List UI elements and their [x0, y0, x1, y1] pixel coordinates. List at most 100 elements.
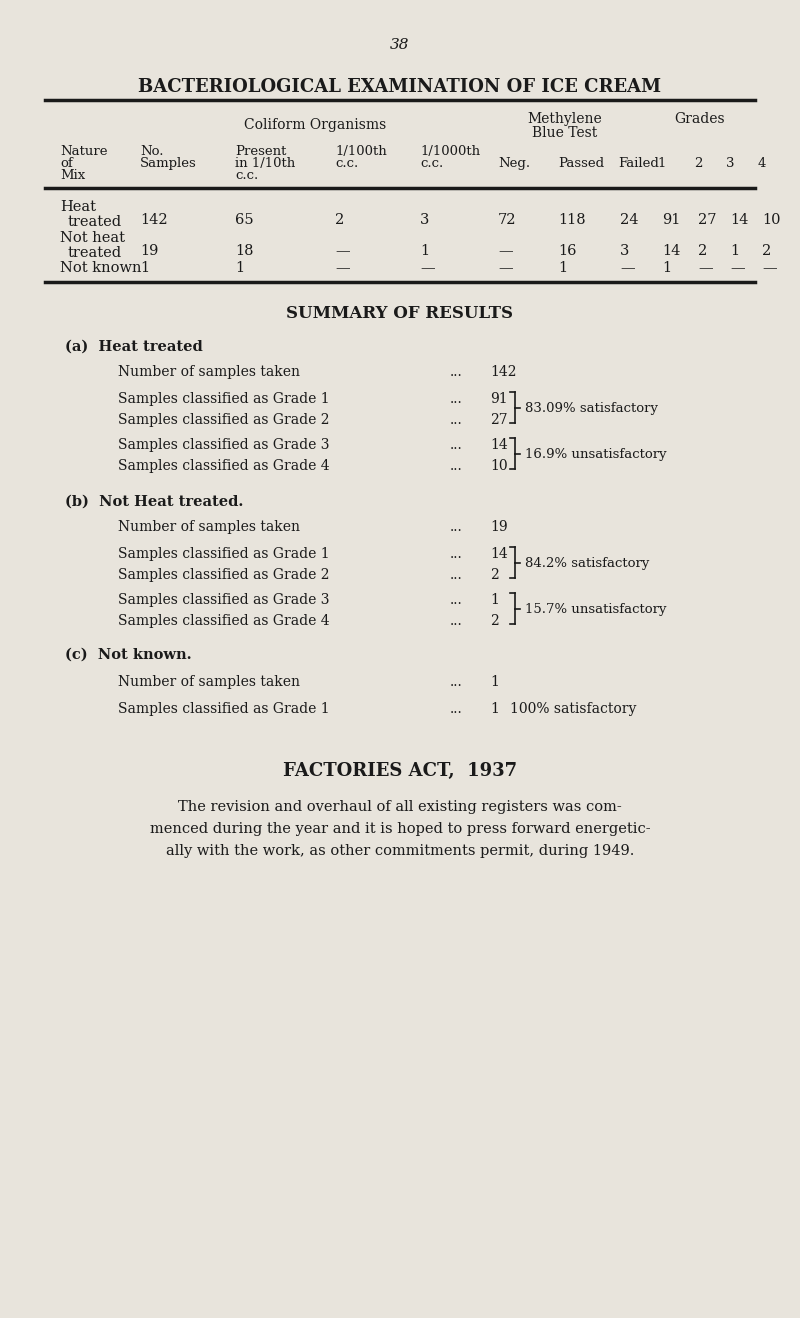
Text: No.: No. [140, 145, 163, 158]
Text: 14: 14 [662, 244, 680, 258]
Text: ...: ... [450, 675, 462, 689]
Text: 4: 4 [758, 157, 766, 170]
Text: Not known: Not known [60, 261, 142, 275]
Text: 3: 3 [620, 244, 630, 258]
Text: 118: 118 [558, 214, 586, 227]
Text: ...: ... [450, 391, 462, 406]
Text: SUMMARY OF RESULTS: SUMMARY OF RESULTS [286, 304, 514, 322]
Text: 2: 2 [698, 244, 707, 258]
Text: treated: treated [68, 215, 122, 229]
Text: Nature: Nature [60, 145, 107, 158]
Text: Samples classified as Grade 3: Samples classified as Grade 3 [118, 438, 330, 452]
Text: 1: 1 [490, 675, 499, 689]
Text: 2: 2 [490, 614, 498, 627]
Text: 1: 1 [420, 244, 429, 258]
Text: ...: ... [450, 438, 462, 452]
Text: 3: 3 [420, 214, 430, 227]
Text: —: — [498, 244, 513, 258]
Text: Passed: Passed [558, 157, 604, 170]
Text: 1/1000th: 1/1000th [420, 145, 480, 158]
Text: 1: 1 [662, 261, 671, 275]
Text: ...: ... [450, 413, 462, 427]
Text: (a)  Heat treated: (a) Heat treated [65, 340, 202, 355]
Text: The revision and overhaul of all existing registers was com-: The revision and overhaul of all existin… [178, 800, 622, 815]
Text: Samples: Samples [140, 157, 197, 170]
Text: Samples classified as Grade 4: Samples classified as Grade 4 [118, 459, 330, 473]
Text: 1: 1 [558, 261, 567, 275]
Text: 2: 2 [694, 157, 702, 170]
Text: 1: 1 [490, 702, 499, 716]
Text: Samples classified as Grade 3: Samples classified as Grade 3 [118, 593, 330, 608]
Text: ...: ... [450, 702, 462, 716]
Text: 84.2% satisfactory: 84.2% satisfactory [525, 558, 650, 569]
Text: —: — [762, 261, 777, 275]
Text: 27: 27 [698, 214, 717, 227]
Text: Samples classified as Grade 1: Samples classified as Grade 1 [118, 391, 330, 406]
Text: 72: 72 [498, 214, 517, 227]
Text: 142: 142 [140, 214, 168, 227]
Text: 83.09% satisfactory: 83.09% satisfactory [525, 402, 658, 415]
Text: ally with the work, as other commitments permit, during 1949.: ally with the work, as other commitments… [166, 844, 634, 858]
Text: c.c.: c.c. [235, 169, 258, 182]
Text: 14: 14 [730, 214, 748, 227]
Text: 1: 1 [730, 244, 739, 258]
Text: —: — [730, 261, 745, 275]
Text: BACTERIOLOGICAL EXAMINATION OF ICE CREAM: BACTERIOLOGICAL EXAMINATION OF ICE CREAM [138, 78, 662, 96]
Text: —: — [498, 261, 513, 275]
Text: 14: 14 [490, 547, 508, 561]
Text: —: — [335, 261, 350, 275]
Text: Samples classified as Grade 1: Samples classified as Grade 1 [118, 547, 330, 561]
Text: Not heat: Not heat [60, 231, 125, 245]
Text: ...: ... [450, 593, 462, 608]
Text: ...: ... [450, 614, 462, 627]
Text: 38: 38 [390, 38, 410, 51]
Text: —: — [620, 261, 634, 275]
Text: treated: treated [68, 246, 122, 260]
Text: ...: ... [450, 547, 462, 561]
Text: Grades: Grades [674, 112, 726, 127]
Text: 2: 2 [335, 214, 344, 227]
Text: 10: 10 [762, 214, 781, 227]
Text: 19: 19 [490, 521, 508, 534]
Text: Number of samples taken: Number of samples taken [118, 365, 300, 380]
Text: —: — [335, 244, 350, 258]
Text: 16: 16 [558, 244, 577, 258]
Text: 142: 142 [490, 365, 517, 380]
Text: —: — [698, 261, 713, 275]
Text: Coliform Organisms: Coliform Organisms [244, 119, 386, 132]
Text: ...: ... [450, 459, 462, 473]
Text: in 1/10th: in 1/10th [235, 157, 295, 170]
Text: 27: 27 [490, 413, 508, 427]
Text: c.c.: c.c. [420, 157, 443, 170]
Text: Number of samples taken: Number of samples taken [118, 521, 300, 534]
Text: —: — [420, 261, 434, 275]
Text: Samples classified as Grade 2: Samples classified as Grade 2 [118, 413, 330, 427]
Text: ...: ... [450, 521, 462, 534]
Text: 65: 65 [235, 214, 254, 227]
Text: 18: 18 [235, 244, 254, 258]
Text: 1: 1 [140, 261, 149, 275]
Text: 1: 1 [235, 261, 244, 275]
Text: 19: 19 [140, 244, 158, 258]
Text: 14: 14 [490, 438, 508, 452]
Text: 1: 1 [658, 157, 666, 170]
Text: 24: 24 [620, 214, 638, 227]
Text: Samples classified as Grade 2: Samples classified as Grade 2 [118, 568, 330, 583]
Text: Present: Present [235, 145, 286, 158]
Text: 3: 3 [726, 157, 734, 170]
Text: of: of [60, 157, 73, 170]
Text: Heat: Heat [60, 200, 96, 214]
Text: ...: ... [450, 568, 462, 583]
Text: Methylene: Methylene [528, 112, 602, 127]
Text: 91: 91 [490, 391, 508, 406]
Text: Blue Test: Blue Test [532, 127, 598, 140]
Text: Failed: Failed [618, 157, 659, 170]
Text: Neg.: Neg. [498, 157, 530, 170]
Text: c.c.: c.c. [335, 157, 358, 170]
Text: 100% satisfactory: 100% satisfactory [510, 702, 636, 716]
Text: 1/100th: 1/100th [335, 145, 386, 158]
Text: 10: 10 [490, 459, 508, 473]
Text: 2: 2 [762, 244, 771, 258]
Text: Samples classified as Grade 4: Samples classified as Grade 4 [118, 614, 330, 627]
Text: 15.7% unsatisfactory: 15.7% unsatisfactory [525, 604, 666, 616]
